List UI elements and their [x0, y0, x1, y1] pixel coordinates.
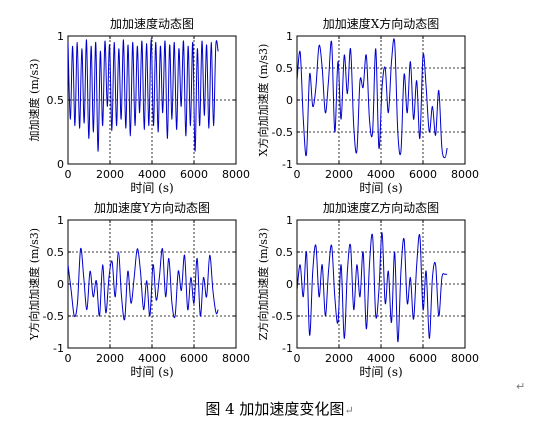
y-tick-label: 0 — [286, 94, 293, 107]
y-axis-label: X方向加加速度 (m/s3) — [256, 44, 270, 157]
y-tick-label: 1 — [57, 214, 64, 227]
y-tick-label: -1 — [282, 158, 293, 171]
chart-title: 加加速度X方向动态图 — [323, 16, 440, 31]
y-tick-label: -0.5 — [272, 310, 293, 323]
y-axis-label: 加加速度 (m/s3) — [27, 59, 41, 142]
y-tick-label: -1 — [53, 342, 64, 355]
y-tick-label: 0 — [57, 158, 64, 171]
chart-title: 加加速度Z方向动态图 — [323, 200, 439, 215]
figure-caption: 图 4 加加速度变化图↵ — [0, 398, 559, 419]
figure-caption-text: 图 4 加加速度变化图 — [205, 400, 345, 418]
caption-return-mark: ↵ — [344, 404, 354, 417]
chart-title: 加加速度动态图 — [110, 16, 194, 31]
series-line — [68, 38, 219, 152]
y-tick-label: 0.5 — [276, 246, 294, 259]
x-axis-label: 时间 (s) — [130, 181, 173, 195]
series-line — [297, 232, 448, 343]
x-tick-label: 2000 — [96, 352, 124, 365]
y-tick-label: -0.5 — [272, 126, 293, 139]
x-tick-label: 2000 — [325, 352, 353, 365]
y-tick-label: 0 — [57, 278, 64, 291]
series-line — [68, 247, 219, 321]
x-tick-label: 2000 — [325, 168, 353, 181]
x-axis-label: 时间 (s) — [359, 181, 402, 195]
y-tick-label: 1 — [286, 30, 293, 43]
x-tick-label: 8000 — [222, 168, 250, 181]
x-axis-label: 时间 (s) — [130, 365, 173, 379]
x-tick-label: 4000 — [138, 352, 166, 365]
y-tick-label: -0.5 — [43, 310, 64, 323]
y-tick-label: 0.5 — [47, 246, 65, 259]
y-tick-label: 0.5 — [47, 94, 65, 107]
x-tick-label: 4000 — [367, 352, 395, 365]
x-tick-label: 0 — [294, 352, 301, 365]
chart-title: 加加速度Y方向动态图 — [94, 200, 210, 215]
series-line — [297, 38, 448, 159]
y-tick-label: 1 — [57, 30, 64, 43]
x-tick-label: 6000 — [180, 168, 208, 181]
chart-panel-3: 0 2000 4000 6000 8000 -1 -0.5 0 0.5 1 加加速度Y方向动态图时间… — [27, 200, 250, 379]
x-tick-label: 0 — [65, 168, 72, 181]
x-tick-label: 8000 — [451, 168, 479, 181]
x-tick-label: 8000 — [451, 352, 479, 365]
chart-panel-2: 0 2000 4000 6000 8000 -1 -0.5 0 0.5 1 加加速度X方向动态图时间… — [256, 16, 479, 195]
chart-panel-4: 0 2000 4000 6000 8000 -1 -0.5 0 0.5 1 加加速度Z方向动态图时间… — [256, 200, 479, 379]
x-tick-label: 0 — [294, 168, 301, 181]
y-tick-label: 1 — [286, 214, 293, 227]
x-tick-label: 4000 — [138, 168, 166, 181]
x-tick-label: 4000 — [367, 168, 395, 181]
x-axis-label: 时间 (s) — [359, 365, 402, 379]
y-axis-label: Z方向加加速度 (m/s3) — [256, 228, 270, 341]
y-tick-label: -1 — [282, 342, 293, 355]
x-tick-label: 6000 — [180, 352, 208, 365]
x-tick-label: 0 — [65, 352, 72, 365]
y-tick-label: 0 — [286, 278, 293, 291]
y-tick-label: 0.5 — [276, 62, 294, 75]
x-tick-label: 6000 — [409, 352, 437, 365]
y-axis-label: Y方向加加速度 (m/s3) — [27, 228, 41, 341]
x-tick-label: 8000 — [222, 352, 250, 365]
paragraph-mark: ↵ — [516, 380, 526, 393]
x-tick-label: 6000 — [409, 168, 437, 181]
x-tick-label: 2000 — [96, 168, 124, 181]
